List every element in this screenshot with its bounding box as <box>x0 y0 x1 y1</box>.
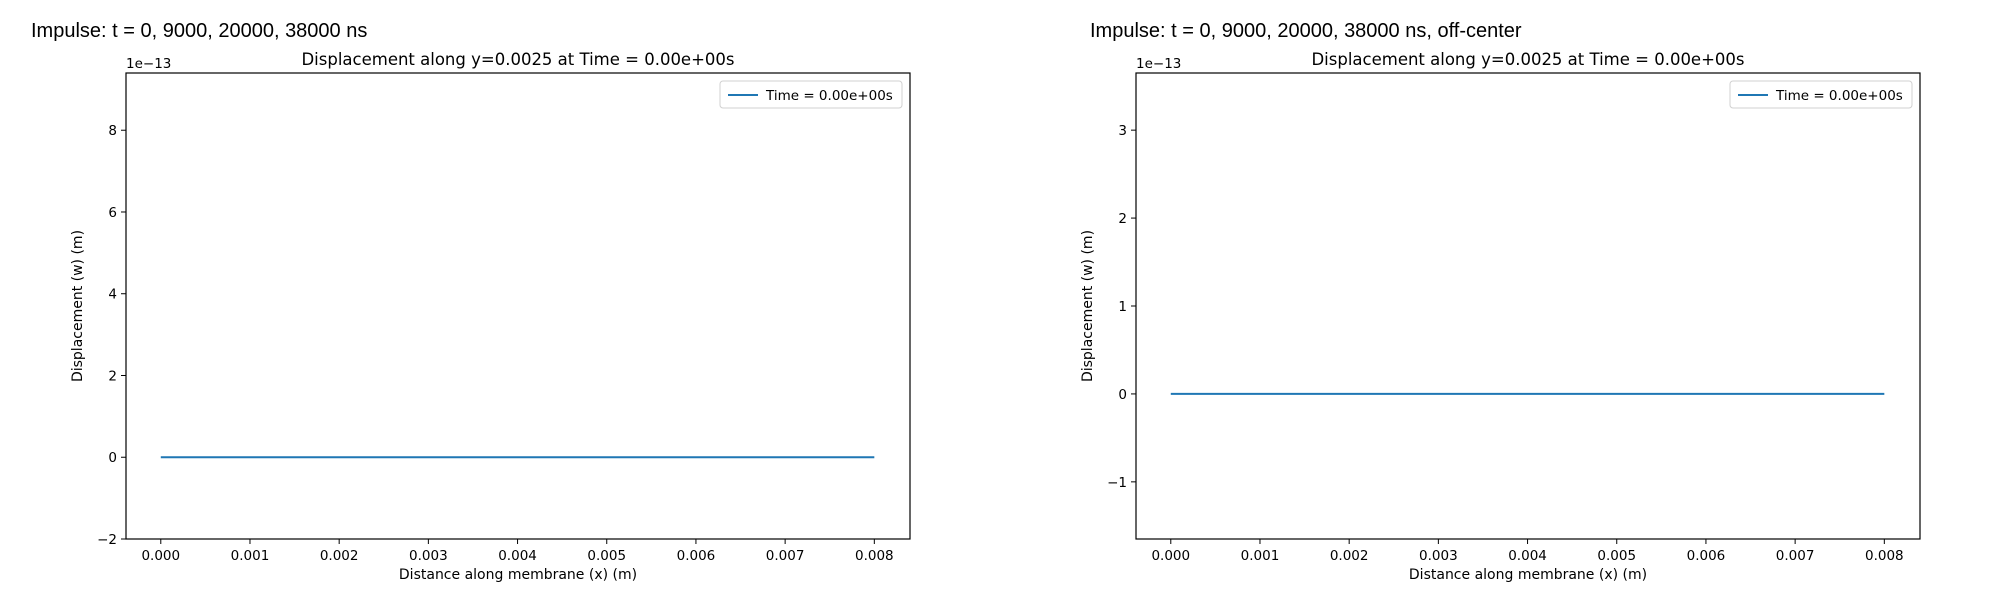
axes-frame <box>125 72 911 540</box>
x-tick-label: 0.001 <box>231 548 270 564</box>
x-tick-label: 0.001 <box>1241 548 1280 564</box>
x-tick-label: 0.000 <box>1151 548 1190 564</box>
panel-title-left: Impulse: t = 0, 9000, 20000, 38000 ns <box>31 20 368 42</box>
y-offset-label: 1e−13 <box>1136 56 1181 72</box>
legend-label: Time = 0.00e+00s <box>765 88 893 104</box>
y-offset-label: 1e−13 <box>126 56 171 72</box>
y-tick-label: 1 <box>1118 299 1127 315</box>
x-tick-label: 0.002 <box>320 548 359 564</box>
panel-title-right: Impulse: t = 0, 9000, 20000, 38000 ns, o… <box>1090 20 1522 42</box>
x-tick-label: 0.007 <box>766 548 805 564</box>
x-tick-label: 0.000 <box>141 548 180 564</box>
y-tick-label: −1 <box>1107 475 1127 491</box>
x-tick-label: 0.004 <box>1508 548 1547 564</box>
legend-box <box>719 80 903 109</box>
x-tick-label: 0.005 <box>1597 548 1636 564</box>
chart-title: Displacement along y=0.0025 at Time = 0.… <box>1311 50 1744 69</box>
y-axis-label: Displacement (w) (m) <box>1080 230 1096 382</box>
chart-title: Displacement along y=0.0025 at Time = 0.… <box>301 50 734 69</box>
axes-frame <box>1135 72 1921 540</box>
x-axis-label: Distance along membrane (x) (m) <box>399 567 637 583</box>
x-tick-label: 0.008 <box>855 548 894 564</box>
legend-box <box>1729 80 1913 109</box>
x-tick-label: 0.005 <box>587 548 626 564</box>
y-tick-label: 6 <box>108 205 117 221</box>
x-tick-label: 0.007 <box>1776 548 1815 564</box>
x-tick-label: 0.006 <box>1687 548 1726 564</box>
legend-label: Time = 0.00e+00s <box>1775 88 1903 104</box>
y-tick-label: 2 <box>108 368 117 384</box>
x-tick-label: 0.006 <box>677 548 716 564</box>
y-tick-label: −2 <box>97 532 117 548</box>
x-tick-label: 0.003 <box>1419 548 1458 564</box>
x-tick-label: 0.003 <box>409 548 448 564</box>
x-tick-label: 0.002 <box>1330 548 1369 564</box>
y-tick-label: 0 <box>1118 387 1127 403</box>
y-tick-label: 2 <box>1118 211 1127 227</box>
y-tick-label: 0 <box>108 450 117 466</box>
x-tick-label: 0.004 <box>498 548 537 564</box>
x-tick-label: 0.008 <box>1865 548 1904 564</box>
y-axis-label: Displacement (w) (m) <box>70 230 86 382</box>
y-tick-label: 4 <box>108 287 117 303</box>
y-tick-label: 3 <box>1118 123 1127 139</box>
y-tick-label: 8 <box>108 123 117 139</box>
x-axis-label: Distance along membrane (x) (m) <box>1409 567 1647 583</box>
